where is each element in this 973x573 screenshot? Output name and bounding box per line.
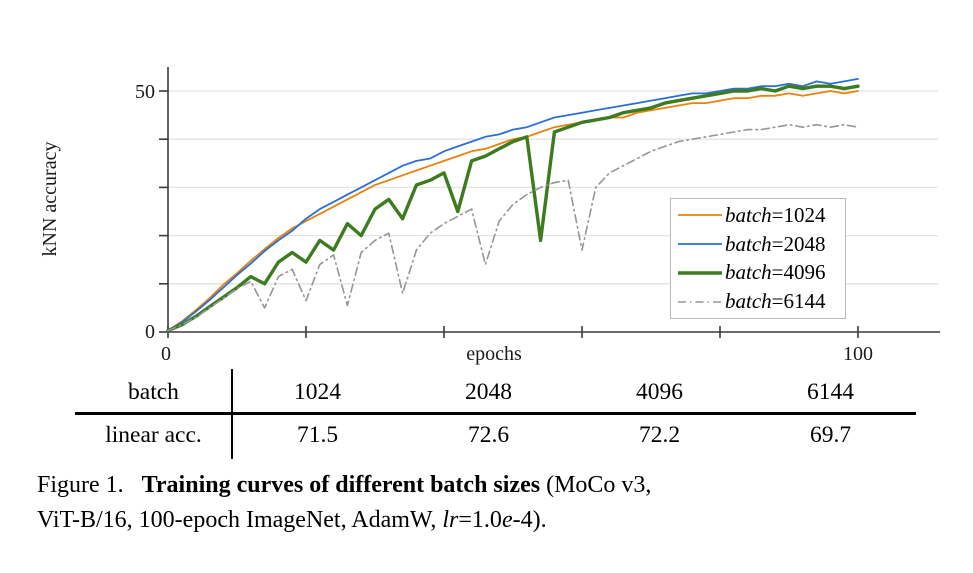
- table-cell-acc-6144: 69.7: [809, 422, 852, 448]
- curve-batch-2048: [167, 78, 859, 332]
- tick-labels: 50 00 100: [135, 81, 873, 365]
- x-tick-label-100: 100: [843, 343, 873, 365]
- legend-label: batch=6144: [725, 289, 826, 314]
- table-cell-acc-1024: 71.5: [296, 422, 339, 448]
- training-curves-chart: 50 00 100 epochs kNN accuracy: [39, 67, 940, 365]
- caption-segment: (MoCo v3,: [540, 472, 652, 498]
- legend-line-sample: [678, 300, 722, 303]
- table-cell-acc-2048: 72.6: [467, 422, 510, 448]
- curve-batch-1024: [167, 90, 859, 332]
- table-row-linear-acc: linear acc. 71.5 72.6 72.2 69.7: [75, 414, 916, 457]
- caption-segment: Training curves of different batch sizes: [141, 472, 541, 498]
- table-cell-batch-2048: 2048: [465, 379, 512, 405]
- data-series: [166, 78, 860, 333]
- table-rule: [75, 412, 916, 415]
- table-cell-batch-6144: 6144: [807, 379, 854, 405]
- table-divider: [231, 369, 233, 459]
- legend-item-batch-4096: batch=4096: [677, 259, 839, 287]
- chart-legend: batch=1024 batch=2048 batch=4096 batch=6144: [670, 198, 846, 319]
- caption-segment: ViT-B/16, 100-epoch ImageNet, AdamW,: [37, 507, 443, 533]
- curve-batch-4096: [166, 84, 860, 333]
- legend-label: batch=4096: [725, 260, 826, 285]
- table-header-batch: batch: [128, 379, 179, 405]
- table-header-linear-acc: linear acc.: [105, 422, 202, 448]
- legend-item-batch-2048: batch=2048: [677, 230, 839, 258]
- x-tick-label-0: 0: [161, 343, 171, 365]
- table-cell-batch-4096: 4096: [636, 379, 683, 405]
- caption-segment: Figure 1.: [37, 472, 142, 498]
- caption-segment: =1.0: [458, 507, 502, 533]
- y-axis-label: kNN accuracy: [39, 142, 61, 257]
- table-cell-batch-1024: 1024: [294, 379, 341, 405]
- legend-item-batch-6144: batch=6144: [677, 288, 839, 316]
- curve-batch-6144: [167, 123, 859, 332]
- caption-segment: -4).: [512, 507, 547, 533]
- legend-label: batch=1024: [725, 202, 826, 227]
- x-axis-label: epochs: [466, 343, 522, 365]
- results-table: batch 1024 2048 4096 6144 linear acc. 71…: [75, 369, 916, 459]
- legend-line-sample: [678, 214, 722, 217]
- caption-line-2: ViT-B/16, 100-epoch ImageNet, AdamW, lr=…: [37, 507, 547, 533]
- table-row-batch: batch 1024 2048 4096 6144: [75, 371, 916, 414]
- caption-segment: lr: [442, 507, 459, 533]
- figure-caption: Figure 1. Training curves of different b…: [37, 468, 957, 538]
- legend-item-batch-1024: batch=1024: [677, 201, 839, 229]
- y-tick-label-50: 50: [135, 81, 155, 103]
- caption-line-1: Figure 1. Training curves of different b…: [37, 472, 651, 498]
- legend-line-sample: [678, 271, 722, 275]
- table-cell-acc-4096: 72.2: [638, 422, 681, 448]
- legend-line-sample: [678, 243, 722, 246]
- legend-label: batch=2048: [725, 231, 826, 256]
- y-tick-label-0: 0: [145, 321, 155, 343]
- caption-segment: e: [501, 507, 513, 533]
